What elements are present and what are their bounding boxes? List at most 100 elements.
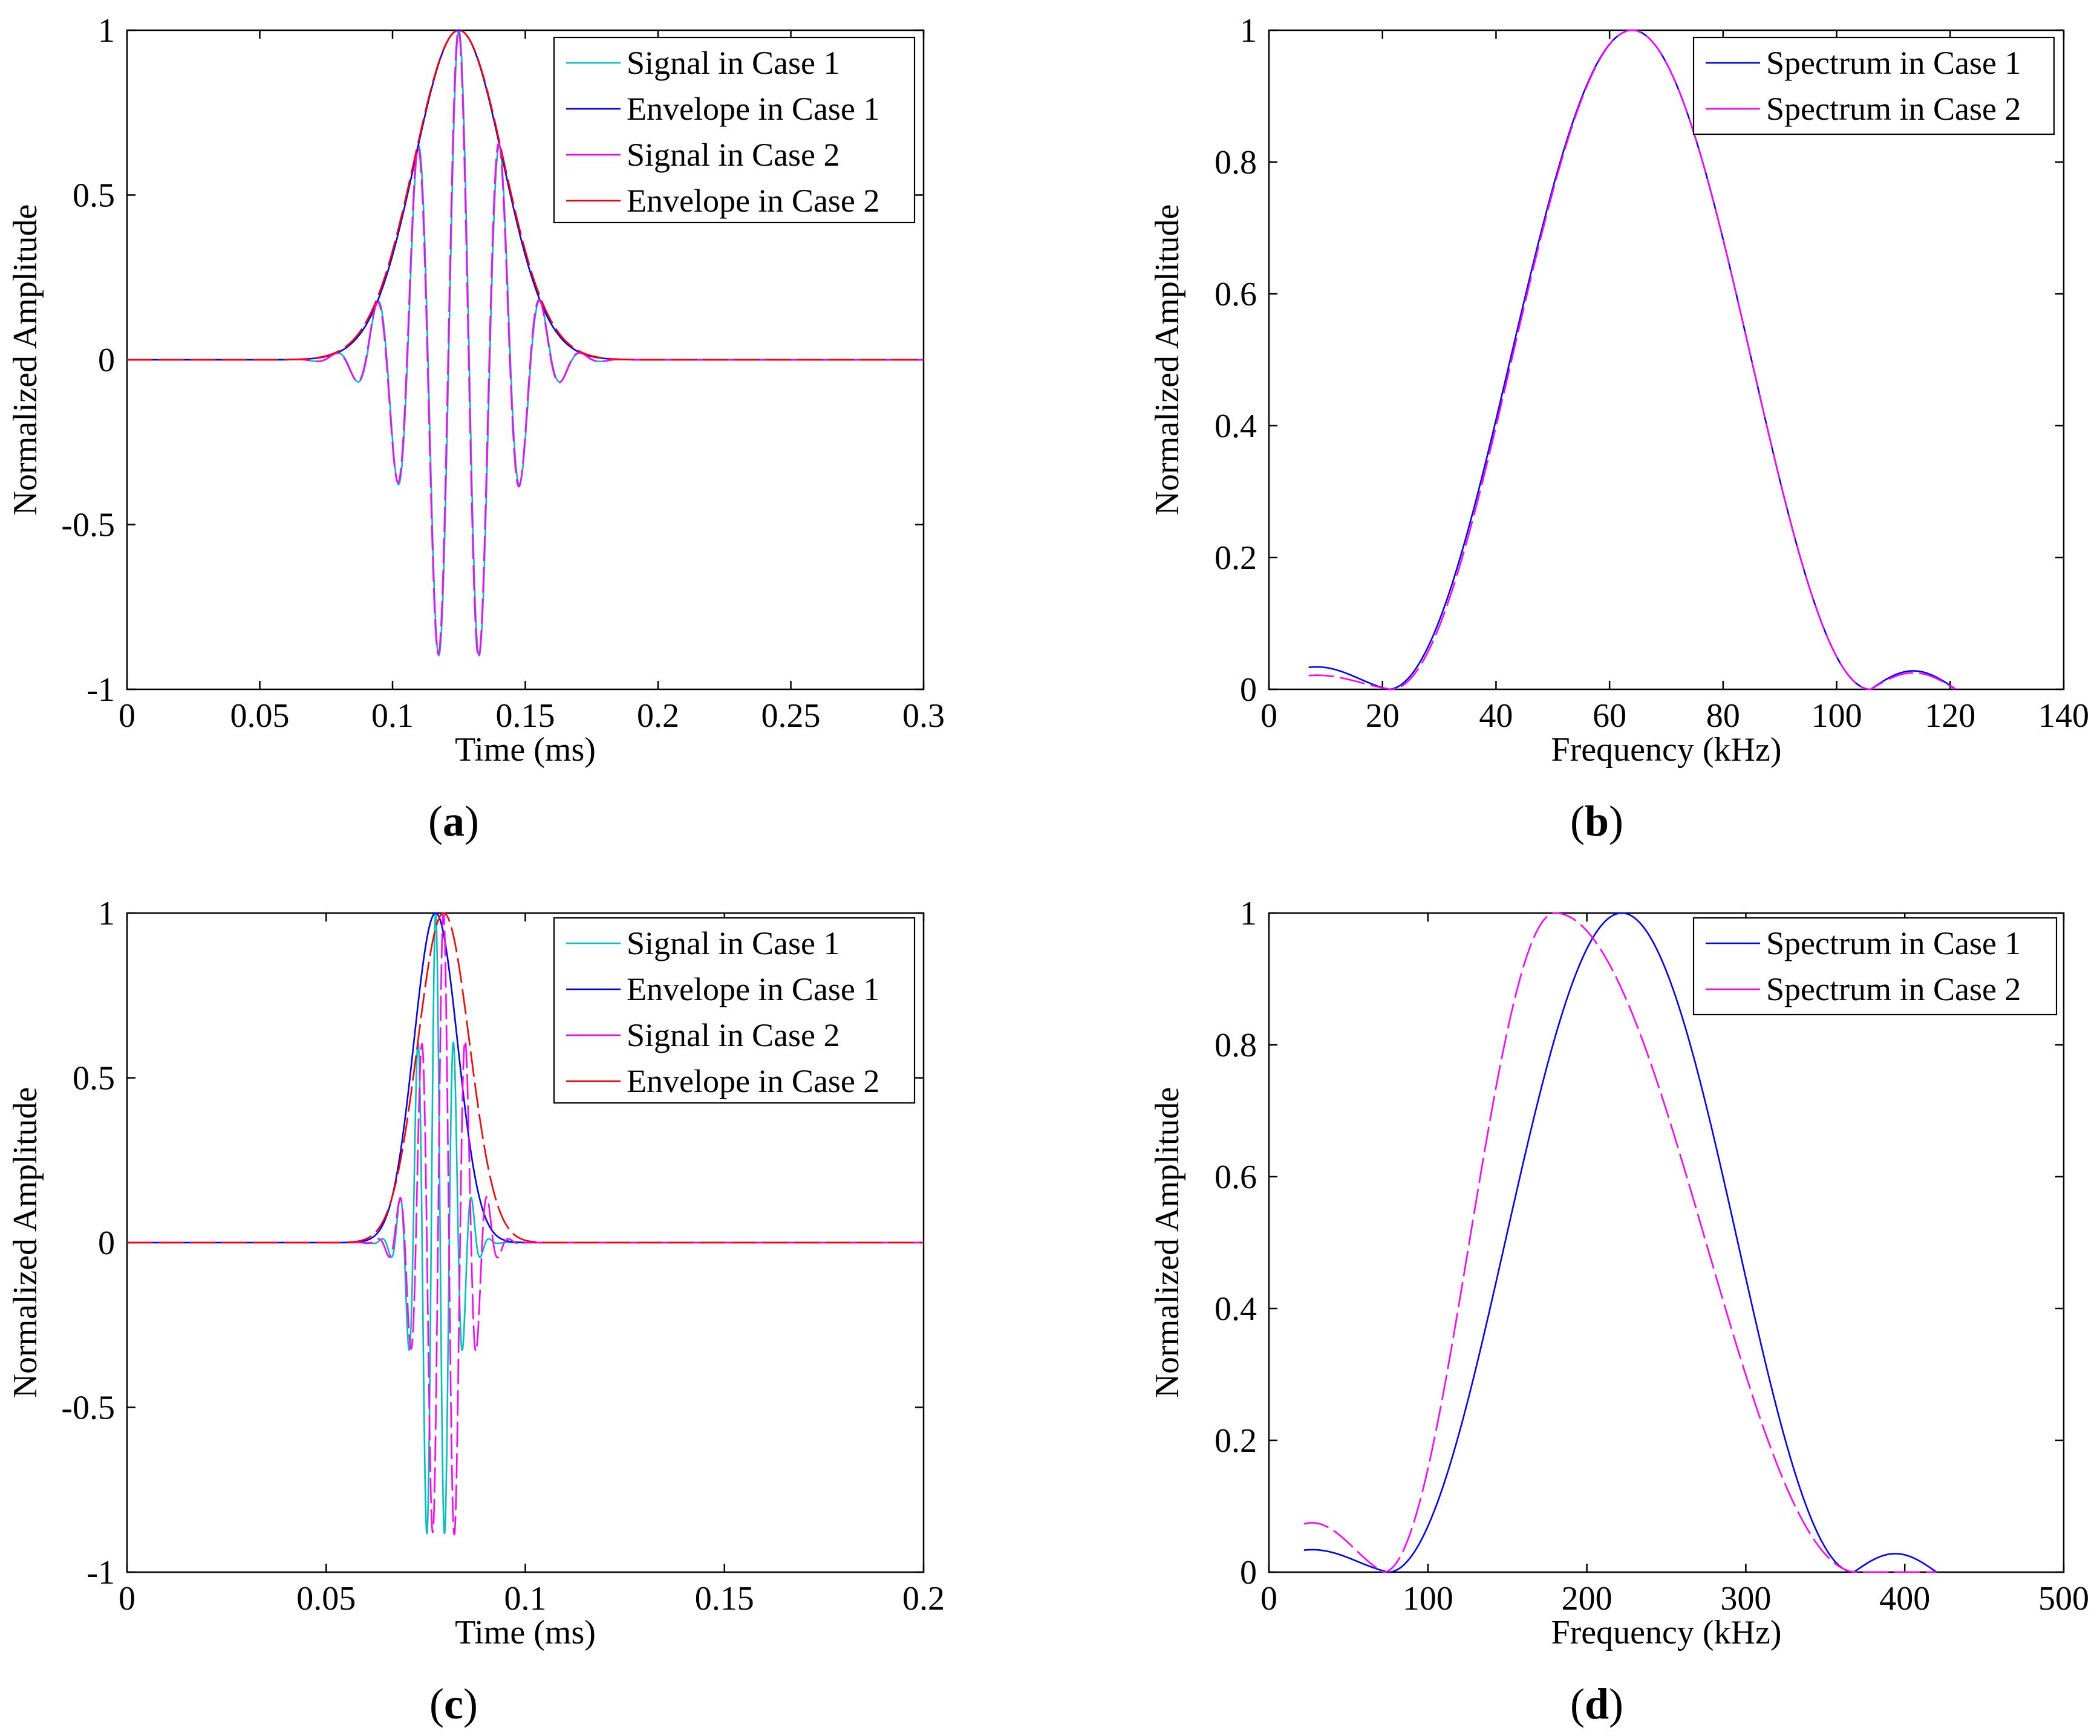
y-tick-label: 0.2	[1215, 1422, 1257, 1460]
series-group	[1303, 912, 1937, 1573]
x-tick-label: 60	[1593, 697, 1626, 735]
series-line-2	[1308, 29, 1957, 691]
x-axis-label: Time (ms)	[455, 731, 596, 769]
y-tick-label: 1	[98, 895, 115, 932]
x-tick-label: 0.2	[902, 1580, 945, 1617]
y-axis-label: Normalized Amplitude	[7, 1087, 44, 1399]
caption-letter: a	[443, 797, 465, 845]
caption-paren-close: )	[1609, 797, 1623, 845]
legend: Signal in Case 1 Envelope in Case 1 Signal…	[553, 36, 916, 224]
y-tick-label: 1	[1240, 895, 1257, 932]
legend-entry: Envelope in Case 2	[627, 1063, 879, 1099]
series-group	[127, 29, 924, 658]
x-tick-label: 0	[119, 697, 135, 735]
y-tick-label: 0	[98, 1224, 115, 1262]
legend-box	[1692, 917, 2058, 1016]
series-line-1	[1303, 912, 1937, 1573]
panel-caption: (c)	[429, 1680, 478, 1728]
x-axis-label: Time (ms)	[455, 1614, 596, 1651]
x-tick-label: 0.15	[496, 697, 555, 735]
y-tick-label: -0.5	[61, 507, 115, 544]
legend-entry: Signal in Case 1	[627, 45, 840, 81]
y-tick-label: -0.5	[61, 1390, 115, 1427]
chart-panel-d: 0 100 200 300 400 500 0 0.2 0.4 0.6 0.8 1 Frequency …	[1149, 895, 2089, 1728]
legend-entry: Spectrum in Case 1	[1766, 45, 2021, 81]
y-tick-label: 0.4	[1215, 408, 1257, 445]
caption-letter: b	[1585, 797, 1609, 845]
x-tick-label: 120	[1925, 697, 1975, 735]
x-tick-label: 40	[1479, 697, 1513, 735]
caption-paren-close: )	[465, 797, 479, 845]
legend-entry: Signal in Case 1	[627, 925, 840, 961]
legend-box	[553, 917, 916, 1104]
legend: Spectrum in Case 1 Spectrum in Case 2	[1692, 917, 2058, 1016]
x-axis-label: Frequency (kHz)	[1551, 731, 1782, 769]
y-tick-label: 0	[98, 342, 115, 379]
legend-entry: Signal in Case 2	[627, 137, 840, 173]
x-tick-label: 0.1	[504, 1580, 547, 1617]
caption-paren-close: )	[463, 1680, 478, 1728]
caption-paren-open: (	[428, 797, 443, 845]
x-tick-label: 0.15	[695, 1580, 754, 1617]
y-axis-label: Normalized Amplitude	[1149, 204, 1186, 516]
x-tick-label: 140	[2038, 697, 2089, 735]
caption-paren-open: (	[1570, 1680, 1585, 1728]
caption-letter: c	[444, 1680, 463, 1728]
x-tick-label: 200	[1562, 1580, 1612, 1617]
x-tick-label: 0.1	[371, 697, 414, 735]
y-tick-label: -1	[86, 1554, 115, 1591]
legend-box	[1692, 36, 2055, 135]
panel-caption: (d)	[1570, 1680, 1623, 1728]
legend-entry: Envelope in Case 2	[627, 183, 879, 219]
x-tick-label: 400	[1879, 1580, 1930, 1617]
y-tick-label: 0.4	[1215, 1290, 1257, 1328]
y-axis-label: Normalized Amplitude	[1149, 1087, 1186, 1399]
y-tick-label: -1	[86, 671, 115, 709]
y-tick-label: 0.8	[1215, 1027, 1257, 1064]
plot-area	[1268, 912, 2065, 1573]
y-tick-label: 1	[1240, 12, 1257, 50]
x-tick-label: 500	[2038, 1580, 2089, 1617]
legend-entry: Signal in Case 2	[627, 1017, 840, 1053]
legend-entry: Envelope in Case 1	[627, 971, 879, 1007]
x-axis-label: Frequency (kHz)	[1551, 1614, 1782, 1651]
x-tick-label: 0	[119, 1580, 135, 1617]
caption-letter: d	[1585, 1680, 1609, 1728]
x-tick-label: 100	[1811, 697, 1862, 735]
y-axis-label: Normalized Amplitude	[7, 204, 44, 516]
chart-panel-a: 0 0.05 0.1 0.15 0.2 0.25 0.3 -1 -0.5 0 0.5 1 Time (m…	[7, 12, 945, 845]
x-tick-label: 300	[1720, 1580, 1771, 1617]
series-line-2	[1303, 912, 1937, 1573]
series-line-4	[127, 912, 924, 1244]
legend-entry: Envelope in Case 1	[627, 91, 879, 127]
x-tick-label: 100	[1403, 1580, 1453, 1617]
legend-box	[553, 36, 916, 224]
x-tick-label: 0.05	[230, 697, 290, 735]
legend: Signal in Case 1 Envelope in Case 1 Signal…	[553, 917, 916, 1104]
legend: Spectrum in Case 1 Spectrum in Case 2	[1692, 36, 2055, 135]
x-tick-label: 0.2	[637, 697, 679, 735]
y-tick-label: 0.6	[1215, 1159, 1257, 1196]
x-tick-label: 0.25	[761, 697, 821, 735]
y-tick-label: 0	[1240, 1554, 1257, 1591]
y-tick-label: 0.8	[1215, 144, 1257, 181]
series-group	[1308, 29, 1957, 691]
y-tick-label: 0.6	[1215, 276, 1257, 313]
x-tick-label: 20	[1366, 697, 1400, 735]
caption-paren-open: (	[1570, 797, 1585, 845]
legend-entry: Spectrum in Case 2	[1766, 971, 2021, 1007]
y-tick-label: 1	[98, 12, 115, 50]
chart-panel-c: 0 0.05 0.1 0.15 0.2 -1 -0.5 0 0.5 1 Time (ms) Norma…	[7, 895, 945, 1728]
legend-entry: Spectrum in Case 1	[1766, 925, 2021, 961]
y-tick-label: 0.2	[1215, 539, 1257, 577]
y-tick-label: 0.5	[73, 1060, 115, 1097]
panel-caption: (a)	[428, 797, 479, 845]
legend-entry: Spectrum in Case 2	[1766, 91, 2021, 127]
panel-caption: (b)	[1570, 797, 1623, 845]
y-tick-label: 0	[1240, 671, 1257, 709]
x-tick-label: 0	[1260, 1580, 1277, 1617]
x-tick-label: 0.05	[296, 1580, 356, 1617]
x-tick-label: 0	[1260, 697, 1277, 735]
series-group	[127, 912, 924, 1536]
caption-paren-close: )	[1609, 1680, 1623, 1728]
